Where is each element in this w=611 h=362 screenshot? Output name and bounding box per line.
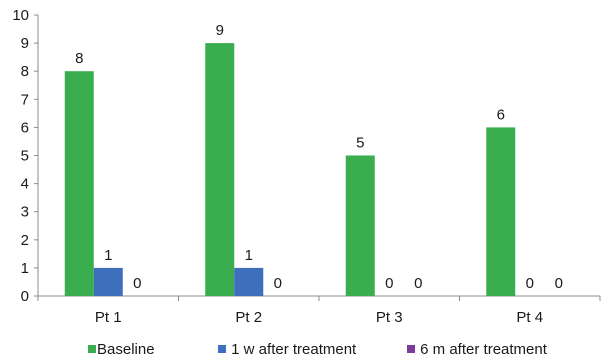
y-tick-label: 6: [21, 119, 29, 136]
y-tick-label: 5: [21, 148, 29, 165]
legend-swatch-baseline: [88, 345, 96, 353]
legend-item-1w: 1 w after treatment: [218, 340, 356, 360]
y-tick-label: 8: [21, 63, 29, 80]
data-label: 1: [245, 247, 253, 264]
bar-1-w-after-treatment-pt-1: [93, 267, 123, 296]
legend-label-baseline: Baseline: [97, 341, 155, 358]
x-tick-label: Pt 1: [95, 309, 122, 326]
bar-baseline-pt-2: [205, 43, 235, 296]
legend-label-1w: 1 w after treatment: [231, 341, 357, 358]
data-label: 0: [526, 275, 534, 292]
y-tick-label: 10: [12, 7, 29, 24]
bar-1-w-after-treatment-pt-2: [234, 267, 264, 296]
data-label: 0: [274, 275, 282, 292]
x-tick-label: Pt 3: [376, 309, 403, 326]
legend-label-6m: 6 m after treatment: [420, 341, 547, 358]
data-label: 5: [356, 135, 364, 152]
legend-item-baseline: Baseline: [88, 340, 155, 360]
bar-baseline-pt-4: [486, 127, 516, 297]
data-label: 0: [385, 275, 393, 292]
y-tick-label: 9: [21, 35, 29, 52]
bar-baseline-pt-3: [345, 155, 375, 296]
legend-swatch-6m: [407, 345, 415, 353]
data-label: 9: [216, 22, 224, 39]
data-label: 6: [497, 106, 505, 123]
data-label: 1: [104, 247, 112, 264]
data-label: 8: [75, 50, 83, 67]
y-tick-label: 1: [21, 260, 29, 277]
y-tick-label: 3: [21, 204, 29, 221]
chart-legend: Baseline 1 w after treatment 6 m after t…: [88, 340, 611, 362]
data-label: 0: [555, 275, 563, 292]
y-tick-label: 0: [21, 288, 29, 305]
data-label: 0: [414, 275, 422, 292]
x-tick-label: Pt 4: [516, 309, 543, 326]
y-tick-label: 7: [21, 91, 29, 108]
y-tick-label: 4: [21, 176, 29, 193]
bar-baseline-pt-1: [64, 71, 94, 296]
legend-item-6m: 6 m after treatment: [407, 340, 547, 360]
y-tick-label: 2: [21, 232, 29, 249]
legend-swatch-1w: [218, 345, 226, 353]
data-label: 0: [133, 275, 141, 292]
x-tick-label: Pt 2: [235, 309, 262, 326]
